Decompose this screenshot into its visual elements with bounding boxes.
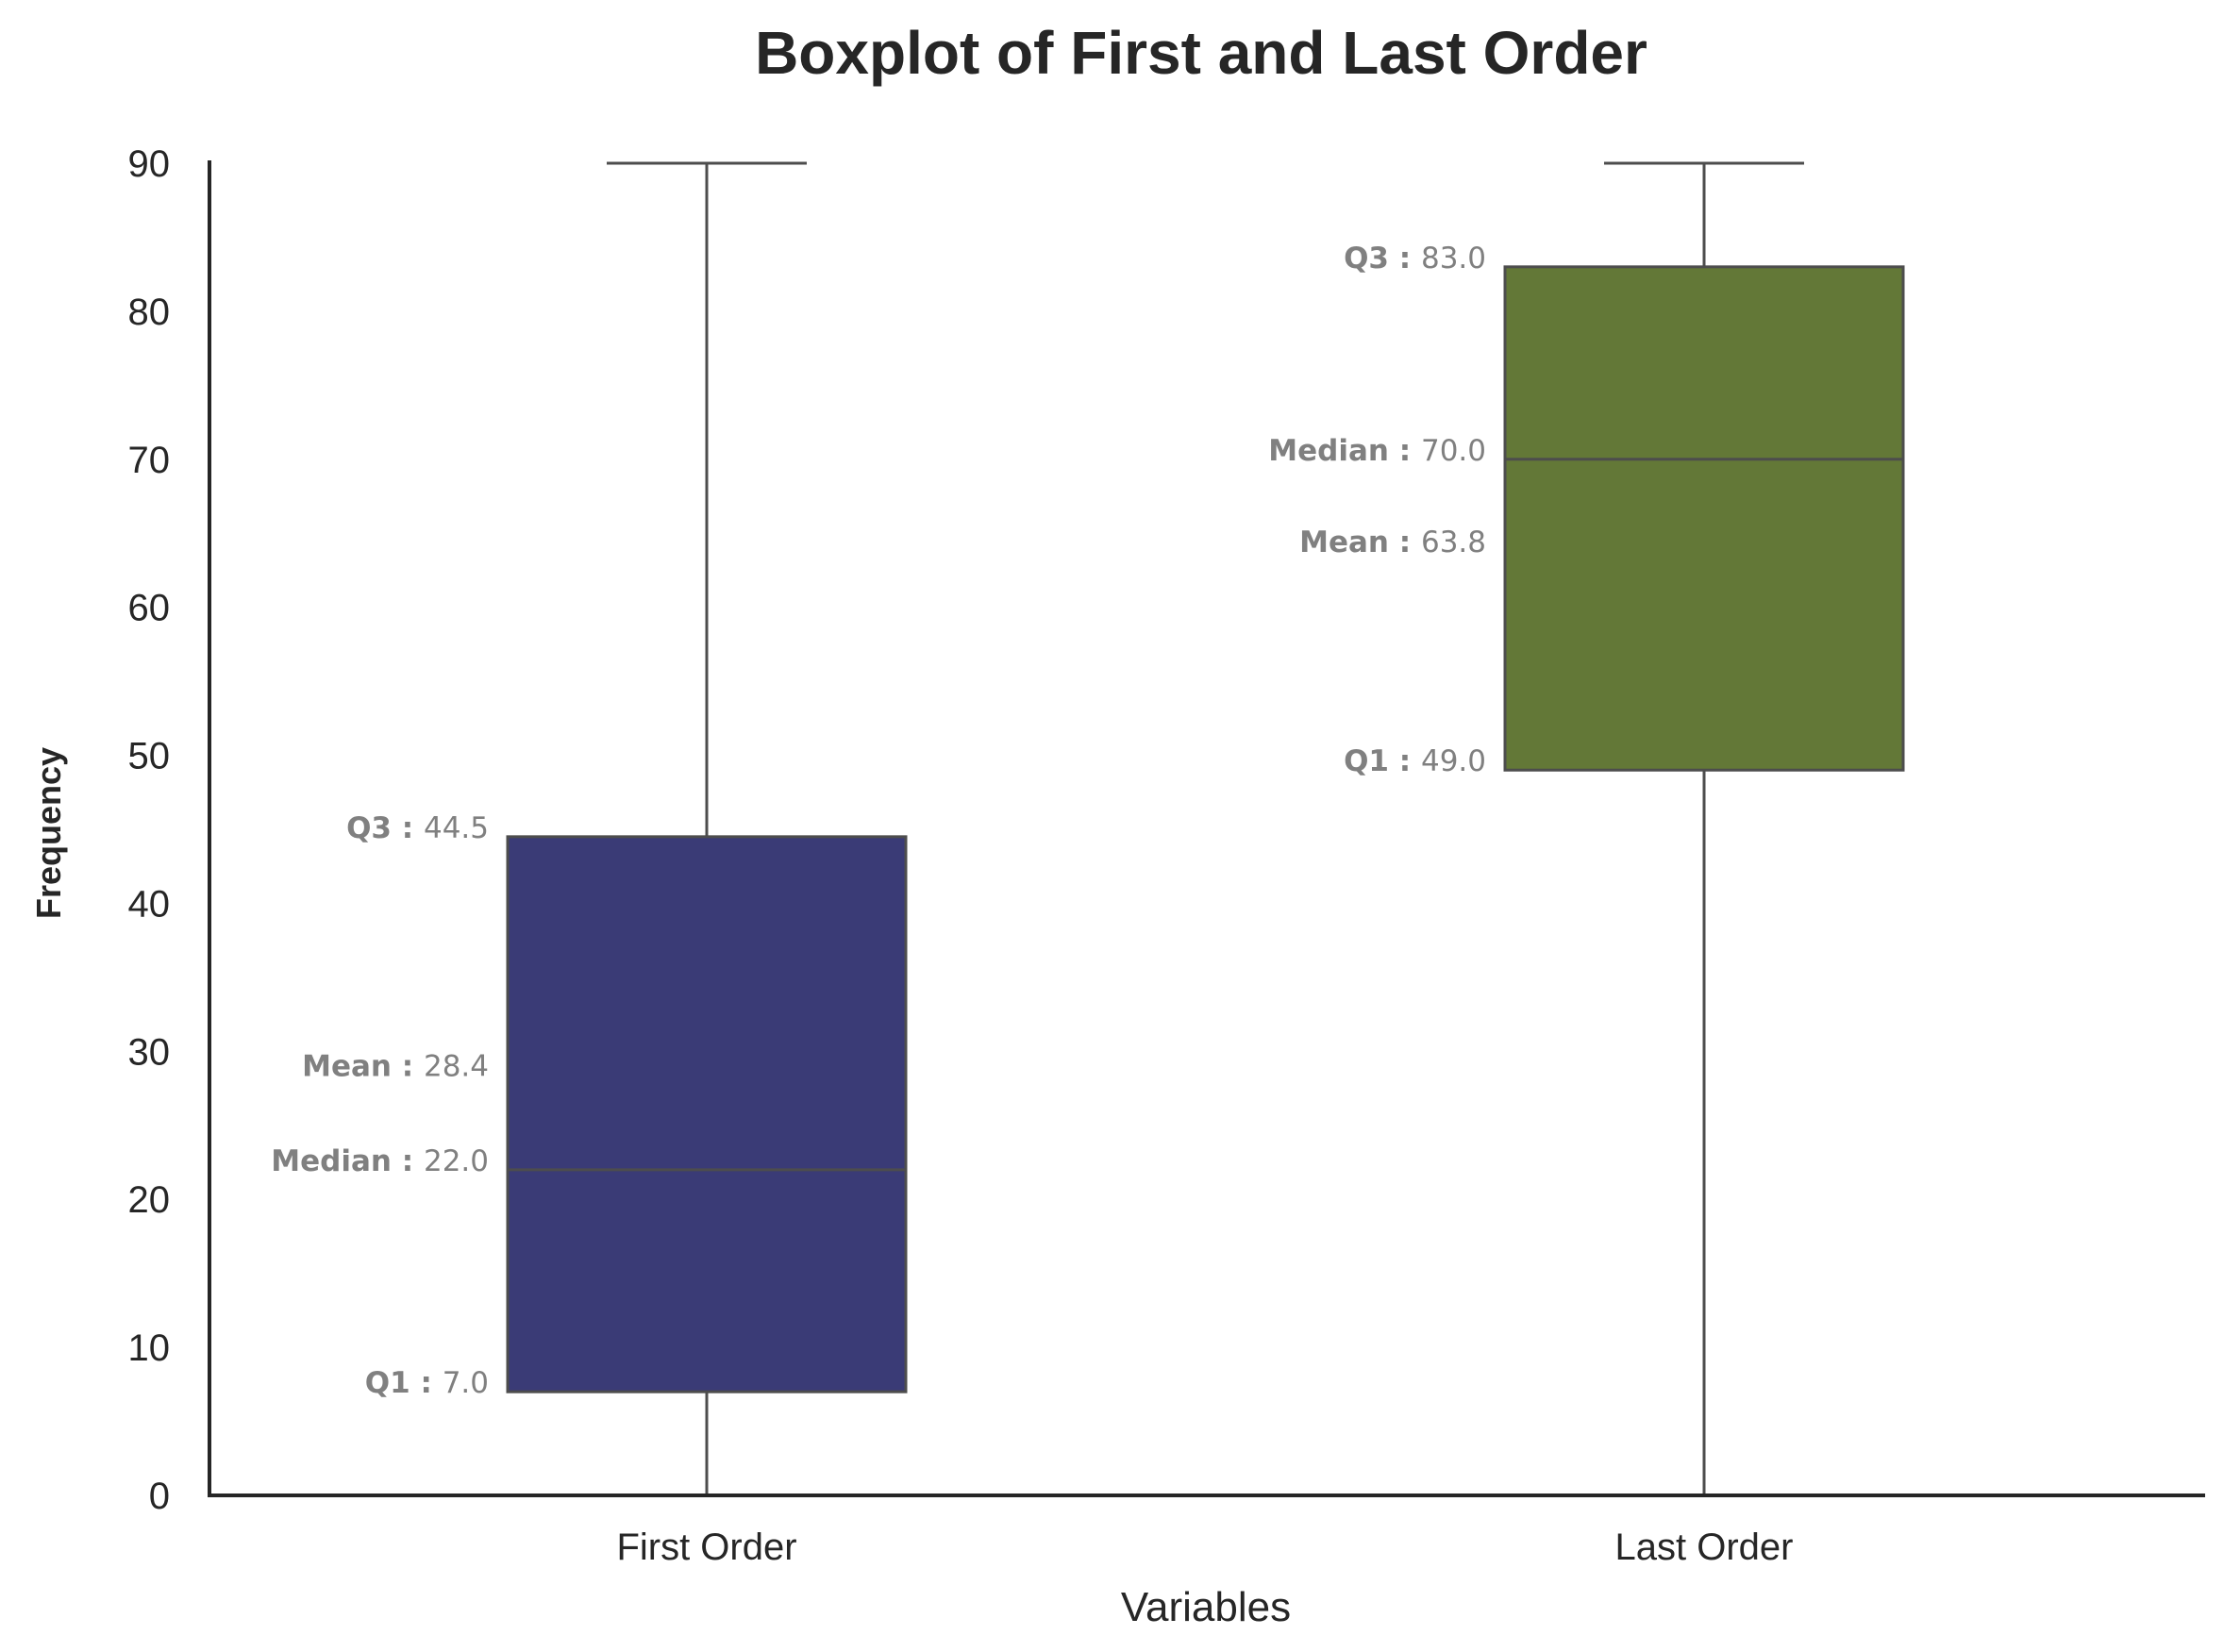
y-tick-label: 70 bbox=[128, 440, 171, 481]
stat-label-value: 83.0 bbox=[1421, 242, 1486, 275]
stat-label-key: Median : bbox=[271, 1144, 424, 1178]
stat-label-q1: Q1 : 7.0 bbox=[365, 1366, 489, 1400]
y-tick-label: 20 bbox=[128, 1179, 171, 1221]
y-tick-label: 40 bbox=[128, 883, 171, 925]
y-tick-label: 60 bbox=[128, 588, 171, 629]
stat-label-mean: Mean : 63.8 bbox=[1299, 526, 1486, 559]
y-tick-label: 0 bbox=[149, 1476, 170, 1517]
stat-label-median: Median : 70.0 bbox=[1268, 434, 1486, 468]
box-iqr bbox=[506, 835, 908, 1393]
box-last-order bbox=[1503, 161, 1905, 1495]
stat-label-value: 7.0 bbox=[443, 1366, 489, 1400]
x-tick-label: First Order bbox=[616, 1527, 796, 1568]
stat-label-mean: Mean : 28.4 bbox=[302, 1049, 489, 1083]
stat-label-q3: Q3 : 44.5 bbox=[346, 811, 489, 845]
stat-labels-layer: Q3 : 44.5 Median : 22.0 Mean : 28.4 Q1 : 7.… bbox=[271, 242, 1486, 1400]
boxes-layer bbox=[506, 161, 1905, 1495]
stat-label-q3: Q3 : 83.0 bbox=[1344, 242, 1486, 275]
stat-label-value: 49.0 bbox=[1421, 744, 1486, 778]
stat-label-value: 63.8 bbox=[1421, 526, 1486, 559]
stat-label-value: 22.0 bbox=[424, 1144, 489, 1178]
stat-label-key: Q3 : bbox=[1344, 242, 1421, 275]
box-first-order bbox=[506, 161, 908, 1495]
chart-title: Boxplot of First and Last Order bbox=[755, 19, 1647, 87]
stat-label-q1: Q1 : 49.0 bbox=[1344, 744, 1486, 778]
stat-label-value: 28.4 bbox=[424, 1049, 489, 1083]
x-axis-label: Variables bbox=[1121, 1584, 1291, 1630]
x-tick-label: Last Order bbox=[1615, 1527, 1794, 1568]
y-tick-label: 30 bbox=[128, 1031, 171, 1073]
stat-label-median: Median : 22.0 bbox=[271, 1144, 489, 1178]
y-tick-label: 90 bbox=[128, 143, 171, 185]
stat-label-key: Q1 : bbox=[1344, 744, 1421, 778]
stat-label-key: Q3 : bbox=[346, 811, 424, 845]
stat-label-key: Mean : bbox=[1299, 526, 1421, 559]
stat-label-key: Q1 : bbox=[365, 1366, 443, 1400]
y-tick-label: 50 bbox=[128, 736, 171, 777]
box-iqr bbox=[1503, 265, 1905, 772]
stat-label-key: Mean : bbox=[302, 1049, 424, 1083]
y-axis-label: Frequency bbox=[29, 747, 68, 919]
stat-label-key: Median : bbox=[1268, 434, 1421, 468]
stat-label-value: 70.0 bbox=[1421, 434, 1486, 468]
stat-label-value: 44.5 bbox=[424, 811, 489, 845]
y-tick-label: 10 bbox=[128, 1327, 171, 1369]
x-tick-labels: First Order Last Order bbox=[616, 1527, 1793, 1568]
y-tick-label: 80 bbox=[128, 292, 171, 333]
y-tick-labels: 0 10 20 30 40 50 60 70 80 90 bbox=[128, 143, 171, 1517]
